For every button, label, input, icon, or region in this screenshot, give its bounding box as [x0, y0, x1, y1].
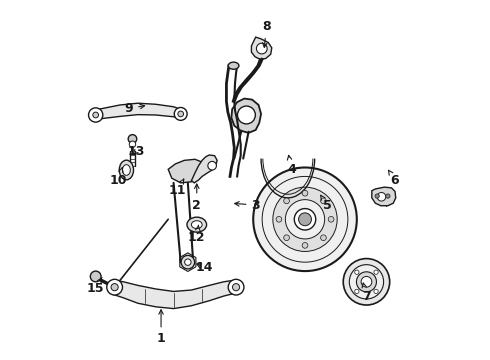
Ellipse shape [122, 165, 130, 175]
Circle shape [284, 198, 290, 204]
Text: 8: 8 [262, 20, 271, 48]
Text: 9: 9 [124, 102, 145, 115]
Circle shape [355, 270, 359, 274]
Circle shape [356, 272, 376, 292]
Circle shape [129, 141, 136, 148]
Circle shape [377, 193, 386, 201]
Circle shape [111, 284, 118, 291]
Circle shape [298, 213, 312, 226]
Polygon shape [168, 159, 204, 183]
Polygon shape [372, 187, 396, 206]
Circle shape [284, 235, 290, 240]
Ellipse shape [187, 217, 207, 232]
Polygon shape [113, 280, 238, 309]
Circle shape [256, 43, 267, 54]
Circle shape [375, 194, 379, 198]
Ellipse shape [181, 255, 195, 269]
Circle shape [174, 108, 187, 120]
Text: 5: 5 [320, 195, 332, 212]
Polygon shape [192, 155, 217, 183]
Text: 10: 10 [109, 168, 127, 186]
Circle shape [232, 284, 240, 291]
Polygon shape [231, 99, 261, 133]
Circle shape [228, 279, 244, 295]
Ellipse shape [119, 160, 134, 180]
Circle shape [107, 279, 122, 295]
Text: 4: 4 [287, 156, 296, 176]
Text: 11: 11 [169, 179, 186, 197]
Circle shape [89, 108, 103, 122]
Text: 12: 12 [188, 225, 205, 244]
Circle shape [302, 190, 308, 196]
Circle shape [294, 208, 316, 230]
Circle shape [320, 235, 326, 240]
Circle shape [374, 289, 378, 293]
Text: 2: 2 [193, 184, 201, 212]
Circle shape [320, 198, 326, 204]
Circle shape [285, 200, 325, 239]
Ellipse shape [192, 221, 202, 229]
Polygon shape [93, 103, 181, 120]
Circle shape [343, 258, 390, 305]
Circle shape [276, 216, 282, 222]
Text: 14: 14 [195, 261, 213, 274]
Circle shape [253, 167, 357, 271]
Circle shape [386, 194, 390, 198]
Text: 1: 1 [157, 310, 166, 346]
Ellipse shape [185, 259, 191, 265]
Ellipse shape [228, 62, 239, 69]
Circle shape [178, 111, 184, 117]
Text: 13: 13 [127, 145, 145, 158]
Circle shape [328, 216, 334, 222]
Text: 6: 6 [389, 170, 399, 186]
Circle shape [128, 135, 137, 143]
Circle shape [302, 243, 308, 248]
Text: 7: 7 [362, 283, 371, 303]
Circle shape [374, 270, 378, 274]
Circle shape [361, 276, 372, 287]
Text: 3: 3 [235, 198, 260, 212]
Circle shape [238, 106, 255, 124]
Circle shape [90, 271, 101, 282]
Circle shape [355, 289, 359, 293]
Polygon shape [251, 37, 272, 59]
Text: 15: 15 [86, 277, 104, 296]
Circle shape [208, 161, 217, 170]
Circle shape [273, 187, 337, 251]
Circle shape [93, 112, 98, 118]
Circle shape [349, 265, 384, 299]
